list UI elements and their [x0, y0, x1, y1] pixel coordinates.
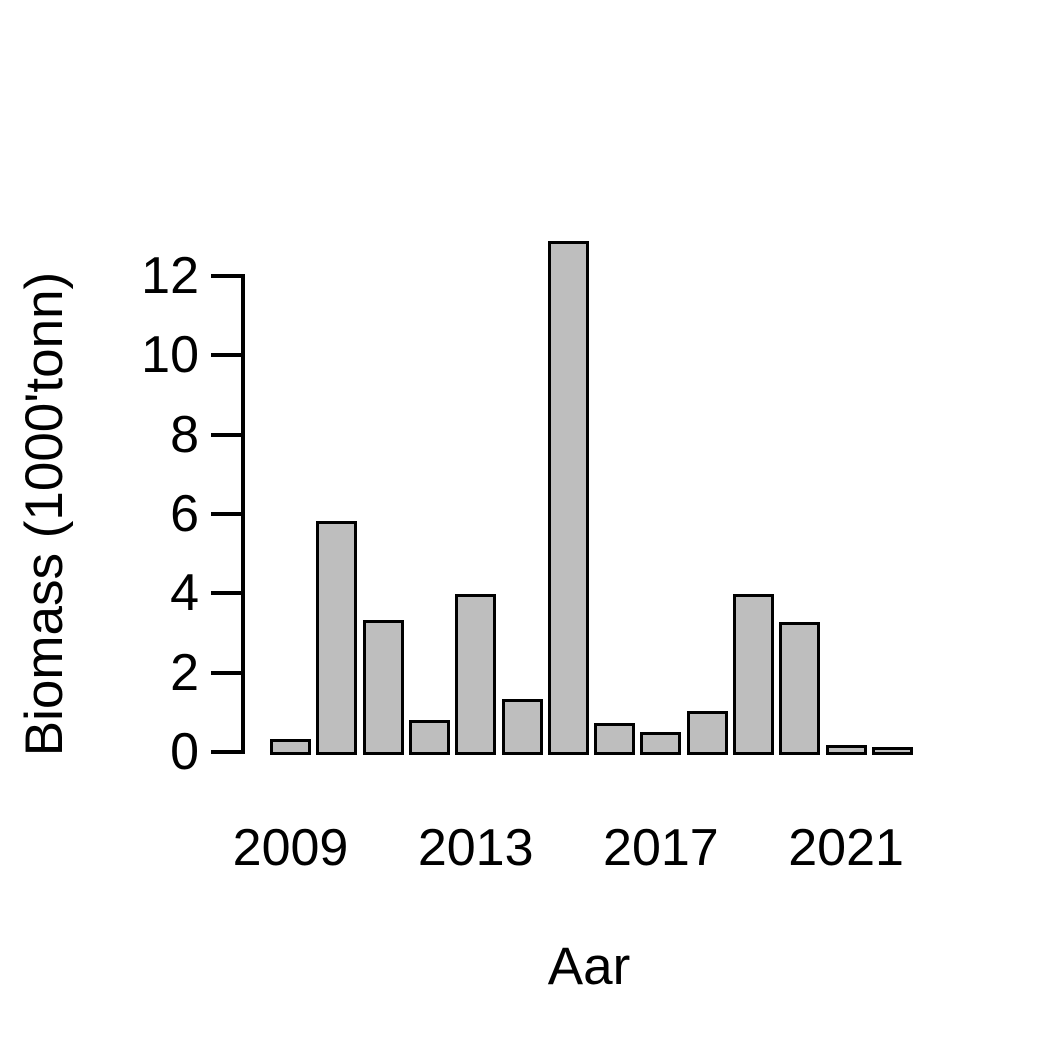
bar-2011: [362, 620, 404, 755]
x-tick-label: 2021: [788, 819, 904, 877]
bar-2010: [316, 520, 358, 755]
bar-2012: [408, 720, 450, 755]
bar-2017: [640, 731, 682, 755]
y-axis-tick: [211, 432, 241, 437]
bar-2018: [686, 711, 728, 755]
x-tick-label: 2009: [232, 819, 349, 877]
bar-2013: [455, 594, 497, 755]
bar-2009: [270, 739, 311, 755]
y-axis-tick: [211, 670, 241, 675]
y-axis-line: [241, 274, 245, 754]
y-axis-tick: [211, 591, 241, 596]
bar-2021: [825, 745, 867, 755]
y-tick-label: 12: [141, 247, 199, 305]
y-axis-tick: [211, 512, 241, 516]
x-tick-label: 2017: [603, 819, 719, 877]
y-axis-tick: [211, 274, 241, 278]
y-tick-label: 0: [170, 723, 199, 781]
y-tick-label: 2: [170, 643, 199, 702]
y-tick-label: 6: [170, 485, 199, 543]
y-tick-label: 8: [170, 405, 199, 464]
bar-2020: [779, 622, 821, 755]
bar-2019: [733, 594, 774, 755]
x-axis-title: Aar: [547, 936, 631, 996]
y-tick-label: 10: [141, 326, 199, 385]
y-axis-tick: [211, 353, 241, 358]
bar-2015: [547, 241, 589, 755]
bar-2022: [871, 747, 913, 755]
bar-2016: [594, 723, 636, 755]
y-tick-label: 4: [170, 564, 199, 623]
x-tick-label: 2013: [417, 819, 534, 877]
y-axis-title: Biomass (1000'tonn): [14, 271, 74, 757]
y-axis-tick: [211, 750, 241, 754]
bar-2014: [501, 698, 543, 755]
